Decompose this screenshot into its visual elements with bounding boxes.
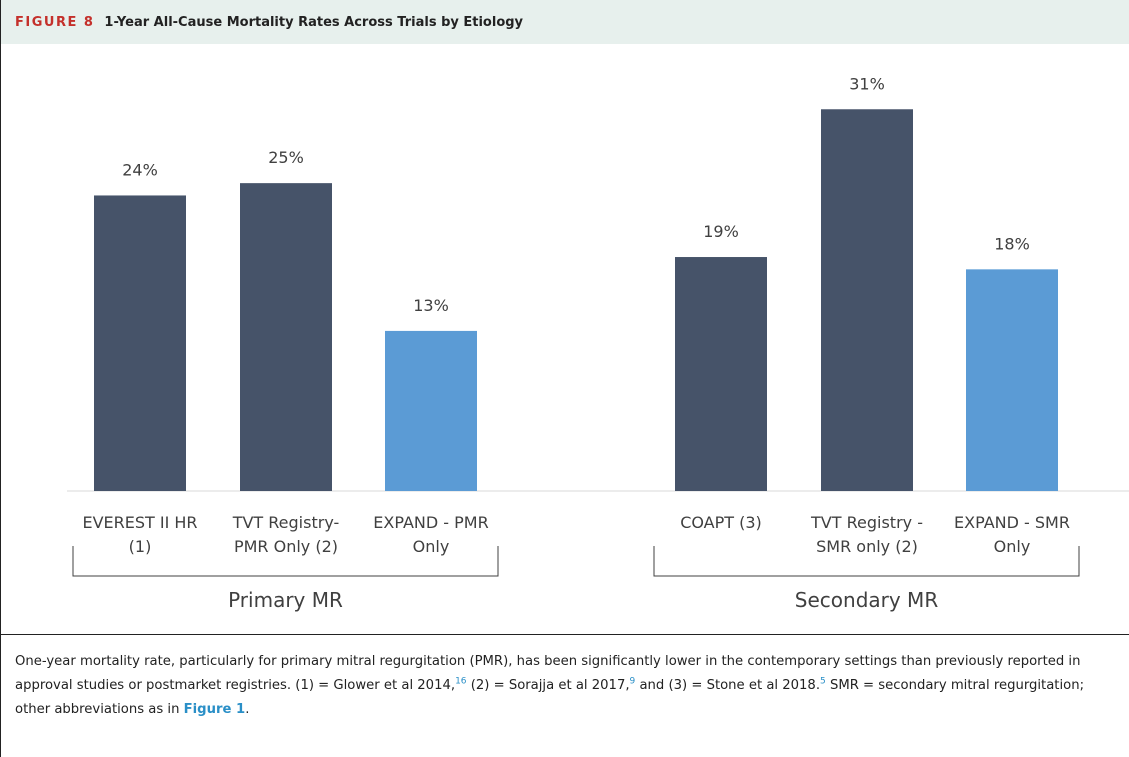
group-label: Primary MR [228, 588, 343, 612]
bar [240, 183, 332, 491]
figure-header: FIGURE 8 1-Year All-Cause Mortality Rate… [1, 0, 1129, 44]
data-label: 31% [849, 74, 885, 93]
x-tick-label: TVT Registry -SMR only (2) [810, 513, 923, 556]
bar [821, 109, 913, 491]
x-tick-label: TVT Registry-PMR Only (2) [232, 513, 340, 556]
x-tick-label: EVEREST II HR (1) [82, 513, 197, 556]
bar [94, 195, 186, 491]
caption: One-year mortality rate, particularly fo… [15, 650, 1110, 722]
bar [675, 257, 767, 491]
x-tick-label: COAPT (3) [680, 513, 762, 532]
divider [1, 634, 1129, 635]
x-tick-label: EXPAND - SMR Only [954, 513, 1070, 556]
caption-text: and (3) = Stone et al 2018. [635, 678, 821, 693]
figure-label: FIGURE 8 [15, 14, 95, 30]
chart: 24% EVEREST II HR (1) 25% TVT Registry-PMR O… [67, 74, 1129, 612]
bar [385, 330, 477, 491]
reference[interactable]: 9 [629, 676, 636, 687]
data-label: 24% [122, 160, 158, 179]
reference[interactable]: 5 [820, 676, 826, 687]
data-label: 18% [994, 234, 1030, 253]
caption-text: . [245, 702, 250, 717]
data-label: 13% [413, 296, 449, 315]
group-bracket [72, 546, 499, 577]
caption-text: (2) = Sorajja et al 2017, [466, 678, 630, 693]
data-label: 25% [268, 148, 304, 167]
group-label: Secondary MR [795, 588, 939, 612]
figure-title: 1-Year All-Cause Mortality Rates Across … [104, 14, 524, 30]
caption-text: One-year mortality rate, particularly fo… [15, 654, 1081, 693]
group-bracket [653, 546, 1080, 577]
x-tick-label: EXPAND - PMR Only [373, 513, 488, 556]
caption-text: SMR = secondary mitral regurgitation; ot… [15, 678, 1085, 717]
data-label: 19% [703, 222, 739, 241]
figure-link[interactable]: Figure 1 [183, 702, 246, 717]
reference[interactable]: 16 [455, 676, 467, 687]
bar [966, 269, 1058, 491]
